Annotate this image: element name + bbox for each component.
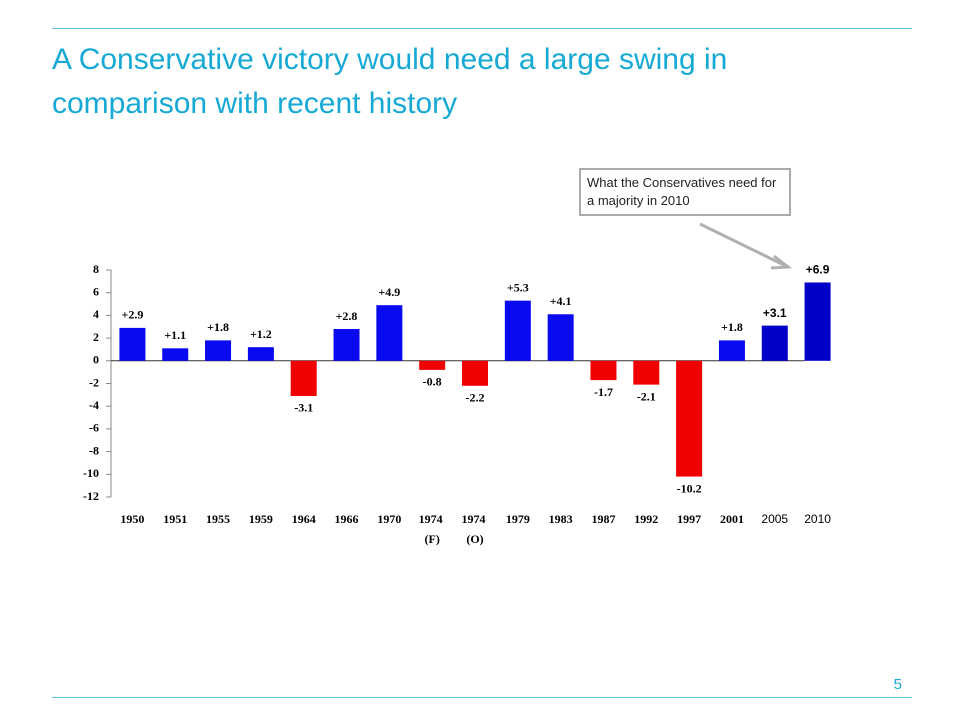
data-label: +1.8 xyxy=(721,320,743,334)
y-tick-label: -12 xyxy=(83,489,99,503)
bar xyxy=(205,340,232,361)
annotation: What the Conservatives need for a majori… xyxy=(579,168,791,216)
data-label: +6.9 xyxy=(806,263,830,277)
annotation-arrow xyxy=(699,222,787,268)
bar xyxy=(247,347,274,361)
x-tick-label: 1966 xyxy=(335,512,359,526)
y-tick-label: 4 xyxy=(93,307,99,321)
bar xyxy=(804,282,831,361)
x-tick-label: 1955 xyxy=(206,512,230,526)
x-tick-label: 2005 xyxy=(761,512,788,526)
bar xyxy=(376,305,403,361)
bar xyxy=(462,360,488,386)
x-tick-label: 1987 xyxy=(591,512,615,526)
bar xyxy=(633,360,660,385)
x-tick-label: 1983 xyxy=(549,512,573,526)
x-tick-label: 1951 xyxy=(163,512,187,526)
bar xyxy=(119,327,146,361)
bar xyxy=(547,314,574,361)
x-tick-label: 1959 xyxy=(249,512,273,526)
data-label: -2.1 xyxy=(637,389,656,403)
x-tick-label: 1974 (F) xyxy=(419,512,446,546)
x-tick-label: 1997 xyxy=(677,512,701,526)
data-label: +5.3 xyxy=(507,280,529,294)
bar xyxy=(676,360,703,477)
slide-title: A Conservative victory would need a larg… xyxy=(52,43,728,120)
x-tick-label: 1970 xyxy=(377,512,401,526)
data-label: -2.2 xyxy=(466,391,485,405)
x-tick-label: 1964 xyxy=(292,512,316,526)
bar xyxy=(290,360,317,396)
bar xyxy=(590,360,617,381)
x-tick-label: 1974 (O) xyxy=(462,512,489,546)
y-tick-label: 6 xyxy=(93,284,99,298)
data-label: -10.2 xyxy=(677,481,702,495)
y-tick-label: -8 xyxy=(89,443,99,457)
y-tick-label: -4 xyxy=(89,398,99,412)
page-number: 5 xyxy=(893,676,902,693)
bar xyxy=(761,325,788,361)
y-tick-label: -10 xyxy=(83,466,99,480)
data-label: +2.9 xyxy=(121,308,143,322)
bar xyxy=(162,348,189,361)
data-label: +2.8 xyxy=(336,309,358,323)
bar xyxy=(333,329,360,361)
x-tick-label: 2010 xyxy=(804,512,831,526)
data-label: +4.9 xyxy=(378,285,400,299)
x-tick-label: 1979 xyxy=(506,512,530,526)
data-label: +1.2 xyxy=(250,327,272,341)
x-tick-label: 1992 xyxy=(634,512,658,526)
x-tick-label: 1950 xyxy=(120,512,144,526)
y-tick-label: 0 xyxy=(93,353,99,367)
data-label: -0.8 xyxy=(423,375,442,389)
y-tick-label: -2 xyxy=(89,375,99,389)
y-tick-label: 2 xyxy=(93,330,99,344)
data-label: +4.1 xyxy=(550,294,572,308)
bar xyxy=(718,340,745,361)
data-label: +1.8 xyxy=(207,320,229,334)
data-label: -1.7 xyxy=(594,385,613,399)
bottom-rule xyxy=(52,697,912,698)
y-tick-label: 8 xyxy=(93,262,99,276)
data-label: -3.1 xyxy=(294,401,313,415)
y-tick-label: -6 xyxy=(89,421,99,435)
x-tick-label: 2001 xyxy=(720,512,744,526)
bar xyxy=(419,360,446,370)
bar xyxy=(504,300,531,361)
data-label: +3.1 xyxy=(763,306,787,320)
top-rule xyxy=(52,28,912,29)
annotation-arrowhead xyxy=(770,254,793,270)
data-label: +1.1 xyxy=(164,328,186,342)
